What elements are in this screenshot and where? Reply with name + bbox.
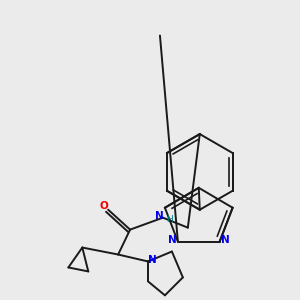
Text: O: O: [99, 201, 108, 211]
Text: N: N: [221, 235, 230, 245]
Text: N: N: [167, 235, 176, 245]
Text: N: N: [148, 255, 157, 265]
Text: H: H: [166, 215, 173, 224]
Text: N: N: [155, 211, 164, 221]
